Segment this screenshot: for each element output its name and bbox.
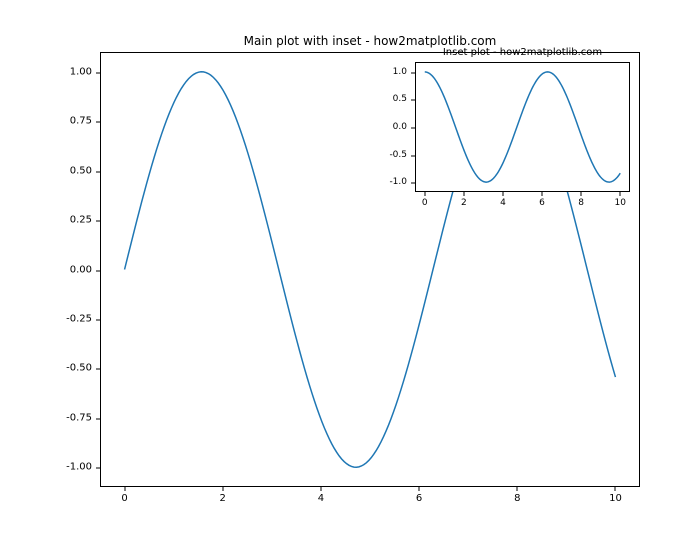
- main-xtick-label: 6: [416, 493, 422, 504]
- inset-xtick-label: 2: [461, 198, 467, 208]
- main-ytick-label: 0.00: [70, 264, 92, 275]
- inset-ytick-mark: [411, 128, 415, 129]
- main-ytick-label: 1.00: [70, 66, 92, 77]
- inset-xtick-mark: [502, 192, 503, 196]
- main-ytick-label: 0.50: [70, 165, 92, 176]
- main-xtick-label: 2: [220, 493, 226, 504]
- main-ytick-label: 0.75: [70, 116, 92, 127]
- inset-ytick-mark: [411, 183, 415, 184]
- main-ytick-label: -0.50: [66, 363, 92, 374]
- inset-ytick-mark: [411, 155, 415, 156]
- inset-ytick-mark: [411, 72, 415, 73]
- main-xtick-mark: [124, 487, 125, 491]
- main-xtick-label: 4: [318, 493, 324, 504]
- inset-series-line: [425, 72, 620, 182]
- inset-line-plot: [415, 62, 630, 192]
- inset-ytick-label: 0.5: [393, 94, 407, 104]
- inset-xtick-label: 8: [578, 198, 584, 208]
- inset-xtick-label: 6: [539, 198, 545, 208]
- inset-ytick-label: 0.0: [393, 122, 407, 132]
- inset-ytick-label: -0.5: [389, 150, 407, 160]
- main-xtick-mark: [419, 487, 420, 491]
- main-ytick-mark: [96, 468, 100, 469]
- main-xtick-mark: [320, 487, 321, 491]
- main-xtick-mark: [222, 487, 223, 491]
- main-xtick-label: 10: [609, 493, 622, 504]
- main-ytick-label: -1.00: [66, 462, 92, 473]
- inset-xtick-mark: [463, 192, 464, 196]
- main-ytick-label: 0.25: [70, 215, 92, 226]
- main-ytick-mark: [96, 122, 100, 123]
- inset-xtick-mark: [542, 192, 543, 196]
- inset-title: Inset plot - how2matplotlib.com: [415, 47, 630, 58]
- main-ytick-mark: [96, 72, 100, 73]
- inset-ytick-label: 1.0: [393, 67, 407, 77]
- main-ytick-label: -0.75: [66, 412, 92, 423]
- inset-ytick-label: -1.0: [389, 177, 407, 187]
- inset-xtick-mark: [620, 192, 621, 196]
- main-ytick-mark: [96, 319, 100, 320]
- main-title: Main plot with inset - how2matplotlib.co…: [100, 34, 640, 48]
- main-ytick-label: -0.25: [66, 313, 92, 324]
- main-ytick-mark: [96, 270, 100, 271]
- main-ytick-mark: [96, 171, 100, 172]
- inset-xtick-mark: [424, 192, 425, 196]
- inset-xtick-label: 0: [422, 198, 428, 208]
- inset-ytick-mark: [411, 100, 415, 101]
- main-xtick-label: 8: [514, 493, 520, 504]
- main-xtick-mark: [615, 487, 616, 491]
- inset-xtick-label: 4: [500, 198, 506, 208]
- main-ytick-mark: [96, 369, 100, 370]
- main-xtick-mark: [517, 487, 518, 491]
- figure: Main plot with inset - how2matplotlib.co…: [0, 0, 700, 560]
- main-xtick-label: 0: [121, 493, 127, 504]
- inset-axes: Inset plot - how2matplotlib.com 0246810-…: [415, 62, 630, 192]
- inset-xtick-label: 10: [614, 198, 625, 208]
- main-ytick-mark: [96, 221, 100, 222]
- inset-xtick-mark: [581, 192, 582, 196]
- main-ytick-mark: [96, 418, 100, 419]
